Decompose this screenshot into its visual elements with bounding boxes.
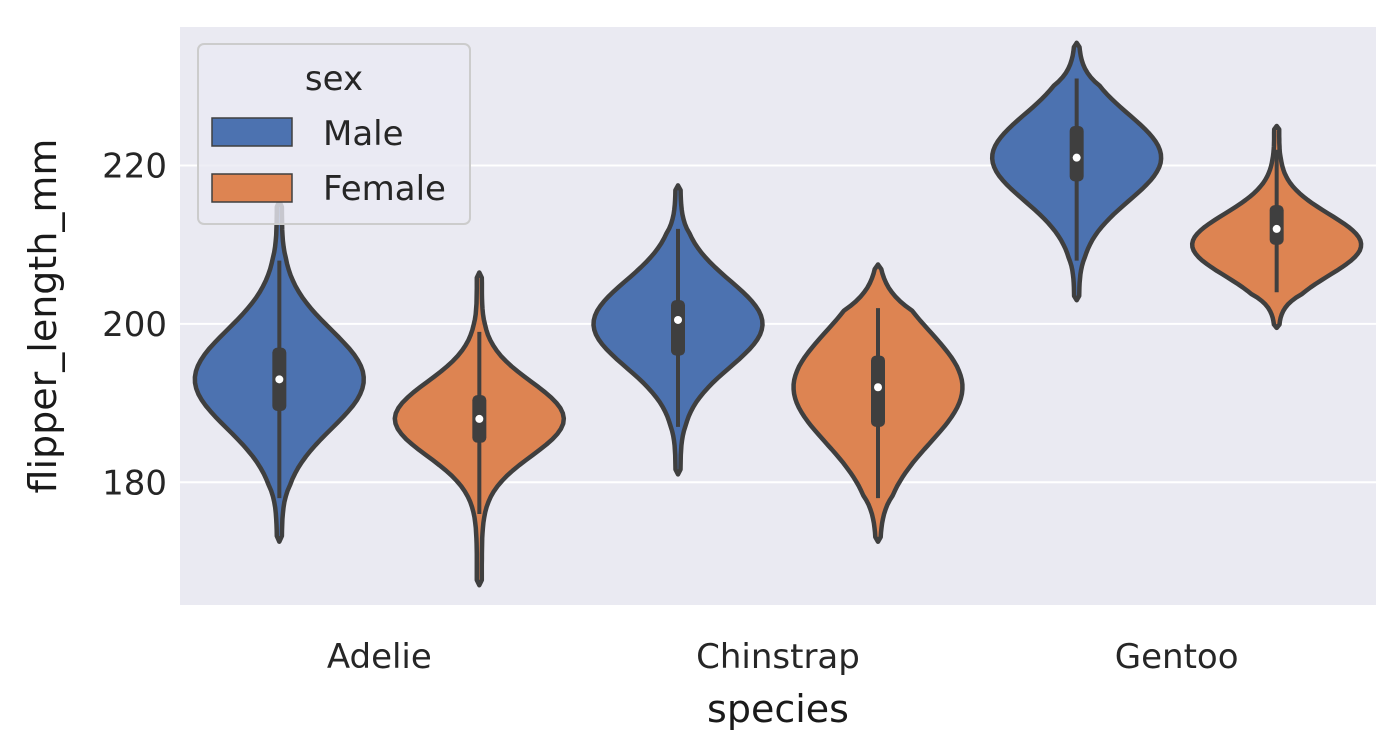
median-dot-adelie-male — [275, 375, 284, 384]
legend-label-male: Male — [323, 114, 404, 154]
median-dot-chinstrap-female — [874, 383, 882, 392]
median-dot-gentoo-female — [1272, 224, 1281, 233]
y-tick-180: 180 — [102, 463, 167, 503]
x-tick-adelie: Adelie — [327, 637, 432, 677]
y-tick-220: 220 — [102, 147, 167, 187]
legend-title: sex — [305, 59, 363, 99]
x-axis-label: species — [707, 687, 849, 731]
legend: sex Male Female — [197, 43, 471, 225]
x-tick-chinstrap: Chinstrap — [696, 637, 860, 677]
legend-label-female: Female — [323, 169, 446, 209]
legend-swatch-female — [211, 173, 293, 203]
y-axis-label: flipper_length_mm — [21, 139, 65, 494]
legend-swatch-male — [211, 117, 293, 147]
violins — [192, 40, 1364, 588]
x-tick-labels: Adelie Chinstrap Gentoo — [327, 637, 1239, 677]
median-dot-chinstrap-male — [674, 315, 682, 324]
y-tick-200: 200 — [102, 305, 167, 345]
iqr-box-chinstrap-male — [671, 300, 685, 356]
median-dot-adelie-female — [475, 414, 484, 423]
y-tick-labels: 180 200 220 — [102, 147, 167, 504]
x-tick-gentoo: Gentoo — [1115, 637, 1239, 677]
median-dot-gentoo-male — [1072, 153, 1081, 162]
